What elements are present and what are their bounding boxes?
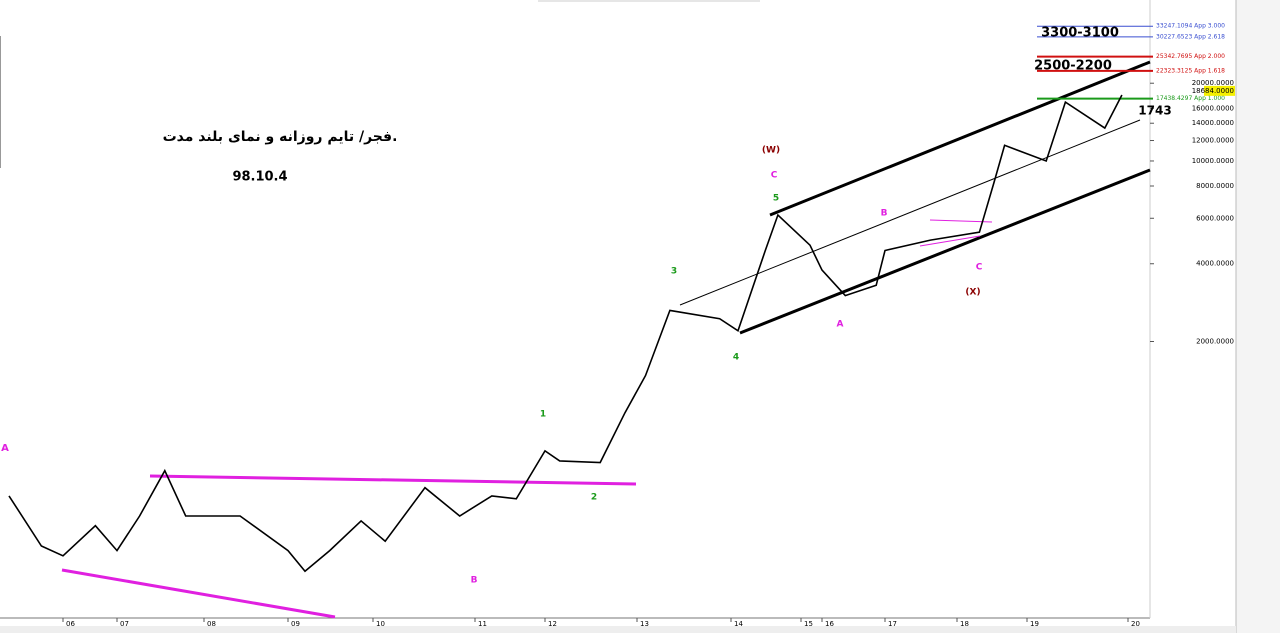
last-price-label: 18684.0000 [1192,87,1234,95]
fib-level-label: 30227.6523 App 2.618 [1156,33,1225,40]
x-tick-label: 10 [376,620,385,628]
x-tick-label: 09 [291,620,300,628]
y-tick-label: 20000.0000 [1192,79,1234,87]
x-tick-label: 06 [66,620,75,628]
wave-label: 1743 [1138,104,1171,118]
toolbar [1236,0,1280,633]
y-tick-label: 14000.0000 [1192,119,1234,127]
channel-lower [739,168,1151,335]
x-tick-label: 11 [478,620,487,628]
wave-label: A [1,443,9,454]
fib-level-label: 25342.7695 App 2.000 [1156,53,1225,60]
x-tick-label: 14 [734,620,743,628]
wave-label: (W) [762,146,780,156]
wave-label: 3300-3100 [1041,26,1119,41]
x-tick-label: 08 [207,620,216,628]
wave-label: B [881,209,888,219]
y-tick-label: 16000.0000 [1192,104,1234,112]
y-tick-label: 10000.0000 [1192,157,1234,165]
trend-line [149,474,637,486]
wave-label: B [471,576,478,586]
x-tick-label: 16 [825,620,834,628]
y-tick-label: 8000.0000 [1196,182,1234,190]
wave-label: C [976,263,983,273]
trend-line [61,568,336,619]
wave-label: 4 [733,353,739,363]
fib-level-label: 22323.3125 App 1.618 [1156,67,1225,74]
x-tick-label: 15 [804,620,813,628]
triangle-line [919,235,981,247]
x-tick-label: 18 [960,620,969,628]
wave-label: A [837,320,844,330]
wave-label: 1 [540,410,546,420]
wave-label: 2 [591,493,597,503]
y-tick-label: 4000.0000 [1196,260,1234,268]
wave-label: C [771,171,778,181]
x-tick-label: 20 [1131,620,1140,628]
x-tick-label: 17 [888,620,897,628]
wave-label: 3 [671,267,677,277]
fib-level-label: 33247.1094 App 3.000 [1156,23,1225,30]
date-strip [0,626,1236,633]
y-tick-label: 2000.0000 [1196,337,1234,345]
chart-subtitle: 98.10.4 [232,170,287,185]
x-tick-label: 12 [548,620,557,628]
y-tick-label: 6000.0000 [1196,214,1234,222]
x-tick-label: 13 [640,620,649,628]
price-line [8,94,1123,573]
wave-label: 5 [773,194,779,204]
wave-label: 2500-2200 [1034,59,1112,74]
last-price-box [1204,85,1235,96]
y-tick-label: 12000.0000 [1192,137,1234,145]
fib-level-label: 17438.4297 App 1.000 [1156,95,1225,102]
x-tick-label: 19 [1030,620,1039,628]
chart-title: فجر/ تایم روزانه و نمای بلند مدت. [163,129,398,145]
wave-label: (X) [965,288,980,298]
channel-upper [769,60,1151,217]
x-tick-label: 07 [120,620,129,628]
